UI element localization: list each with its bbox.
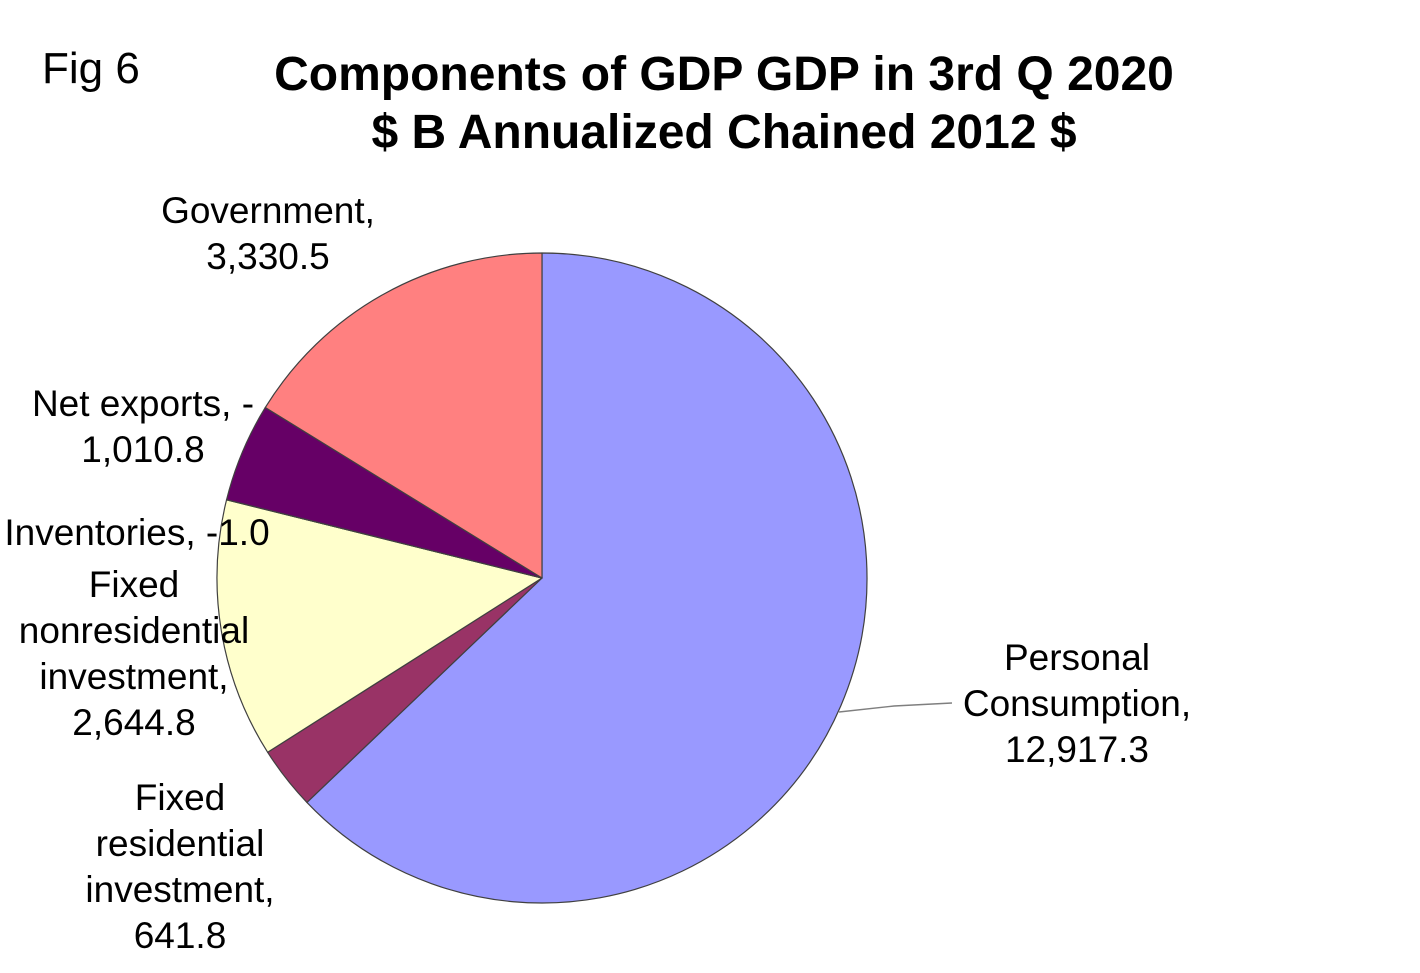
- slice-label-net-exports: Net exports, - 1,010.8: [31, 383, 255, 470]
- chart-subtitle: $ B Annualized Chained 2012 $: [371, 106, 1077, 159]
- slice-label-personal-consumption: Personal Consumption, 12,917.3: [962, 637, 1192, 770]
- chart-title: Components of GDP GDP in 3rd Q 2020: [274, 48, 1174, 101]
- chart-title-block: Components of GDP GDP in 3rd Q 2020 $ B …: [164, 46, 1284, 162]
- slice-label-inventories: Inventories, -1.0: [4, 512, 270, 553]
- leader-line-personal-consumption: [838, 702, 953, 713]
- pie-slice-fixed-nonresidential-investment: [216, 499, 543, 753]
- slice-label-government: Government, 3,330.5: [161, 190, 375, 277]
- pie-slice-government: [264, 252, 543, 579]
- slice-label-fixed-residential-investment: Fixed residential investment, 641.8: [85, 777, 275, 956]
- figure-label: Fig 6: [42, 44, 140, 93]
- pie-slice-personal-consumption: [306, 252, 868, 904]
- slice-label-fixed-nonresidential-investment: Fixed nonresidential investment, 2,644.8: [18, 564, 250, 743]
